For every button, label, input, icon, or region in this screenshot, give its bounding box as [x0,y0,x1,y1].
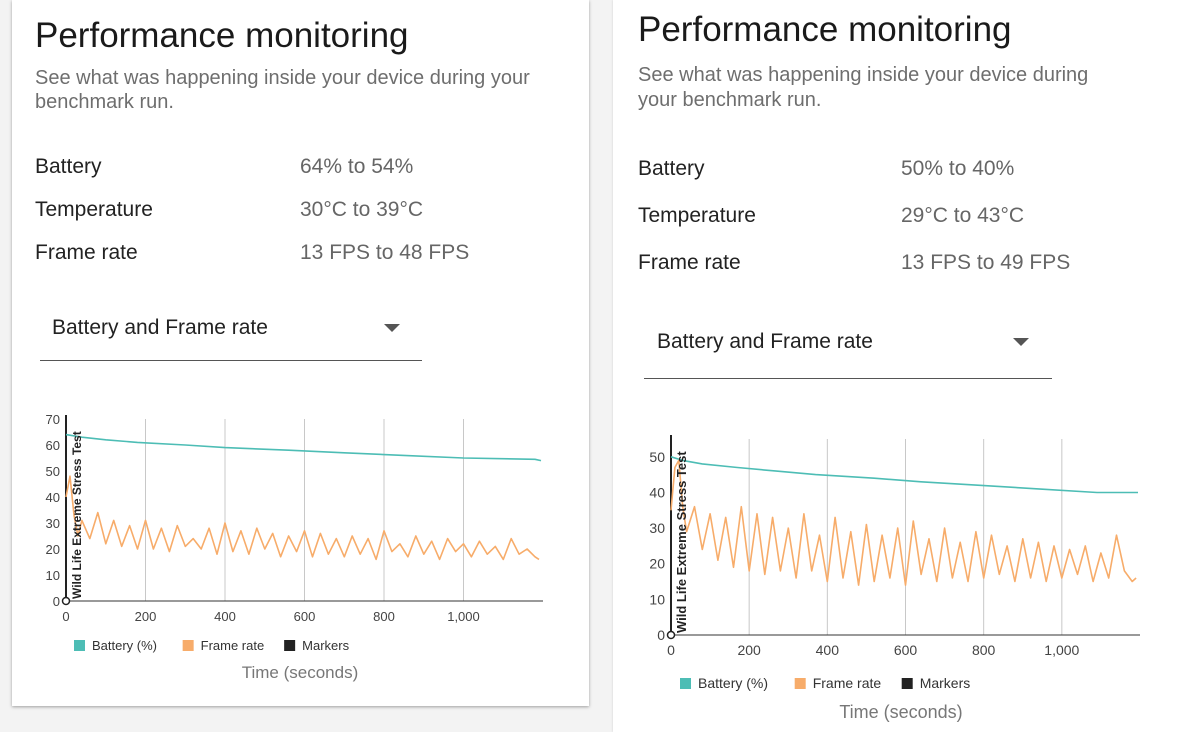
x-tick-label: 0 [667,642,675,658]
x-tick-label: 800 [972,642,996,658]
dropdown-selected-value: Battery and Frame rate [657,330,873,353]
temperature-value: 30°C to 39°C [300,198,424,221]
x-tick-label: 1,000 [447,609,480,624]
battery-series-line [65,433,542,462]
y-tick-label: 20 [649,556,665,572]
x-tick-label: 600 [894,642,918,658]
legend-battery-swatch [680,678,691,689]
legend-markers-swatch [901,678,913,689]
subtitle-line-1: See what was happening inside your devic… [35,67,530,89]
legend-frame-rate-swatch [794,678,806,689]
subtitle-line-2: benchmark run. [35,91,174,113]
x-axis-title: Time (seconds) [839,702,962,722]
temperature-label: Temperature [638,204,756,227]
x-tick-label: 1,000 [1044,642,1079,658]
subtitle-line-2: your benchmark run. [638,89,822,111]
frame-rate-label: Frame rate [638,251,741,274]
frame-rate-label: Frame rate [35,241,138,264]
legend-markers-label: Markers [920,675,971,691]
y-tick-label: 50 [649,449,665,465]
marker-label: Wild Life Extreme Stress Test [674,451,689,633]
performance-chart: 0 200 400 600 800 1,000 0 10 20 30 40 50 60 70 Wild Li… [46,412,543,682]
y-tick-label: 0 [53,594,60,609]
battery-value: 50% to 40% [901,157,1015,180]
y-tick-label: 20 [46,542,60,557]
y-tick-label: 10 [649,591,665,607]
x-tick-label: 200 [135,609,157,624]
chevron-down-icon [1013,338,1029,346]
page-title: Performance monitoring [35,16,409,55]
marker-dot [61,596,71,606]
y-tick-label: 50 [46,464,60,479]
chart-type-dropdown[interactable]: Battery and Frame rate [644,310,1052,379]
marker-label: Wild Life Extreme Stress Test [70,431,84,599]
battery-label: Battery [638,157,705,180]
legend-frame-rate-label: Frame rate [813,675,882,691]
legend-frame-rate-label: Frame rate [201,638,265,653]
x-tick-label: 200 [737,642,761,658]
y-tick-label: 40 [46,490,60,505]
frame-rate-series-line [670,459,1137,586]
performance-card-left: Performance monitoring See what was happ… [12,0,589,706]
y-tick-label: 60 [46,438,60,453]
temperature-label: Temperature [35,198,153,221]
battery-value: 64% to 54% [300,155,414,178]
y-tick-label: 40 [649,484,665,500]
x-tick-label: 400 [214,609,236,624]
legend-markers-swatch [284,640,296,651]
performance-chart: 0 200 400 600 800 1,000 0 10 20 30 40 50 Wild Life E… [649,435,1140,722]
battery-label: Battery [35,155,102,178]
y-tick-label: 70 [46,412,60,427]
legend-markers-label: Markers [302,638,349,653]
x-tick-label: 400 [816,642,840,658]
frame-rate-value: 13 FPS to 49 FPS [901,251,1071,274]
y-tick-label: 0 [657,627,665,643]
frame-rate-series-line [65,475,540,561]
x-tick-label: 600 [294,609,316,624]
subtitle-line-1: See what was happening inside your devic… [638,64,1089,86]
y-tick-label: 30 [649,520,665,536]
frame-rate-value: 13 FPS to 48 FPS [300,241,470,264]
page-title: Performance monitoring [638,10,1012,49]
performance-card-right: Performance monitoring See what was happ… [613,0,1200,732]
legend-battery-label: Battery (%) [698,675,768,691]
chevron-down-icon [384,324,400,332]
y-tick-label: 10 [46,568,60,583]
legend-battery-label: Battery (%) [92,638,157,653]
legend-frame-rate-swatch [182,640,194,651]
dropdown-selected-value: Battery and Frame rate [52,316,268,339]
battery-series-line [670,456,1138,494]
legend-battery-swatch [74,640,85,651]
x-axis-title: Time (seconds) [242,663,359,682]
y-tick-label: 30 [46,516,60,531]
temperature-value: 29°C to 43°C [901,204,1025,227]
chart-type-dropdown[interactable]: Battery and Frame rate [40,296,422,361]
marker-dot [666,630,676,640]
x-tick-label: 800 [373,609,395,624]
x-tick-label: 0 [62,609,69,624]
